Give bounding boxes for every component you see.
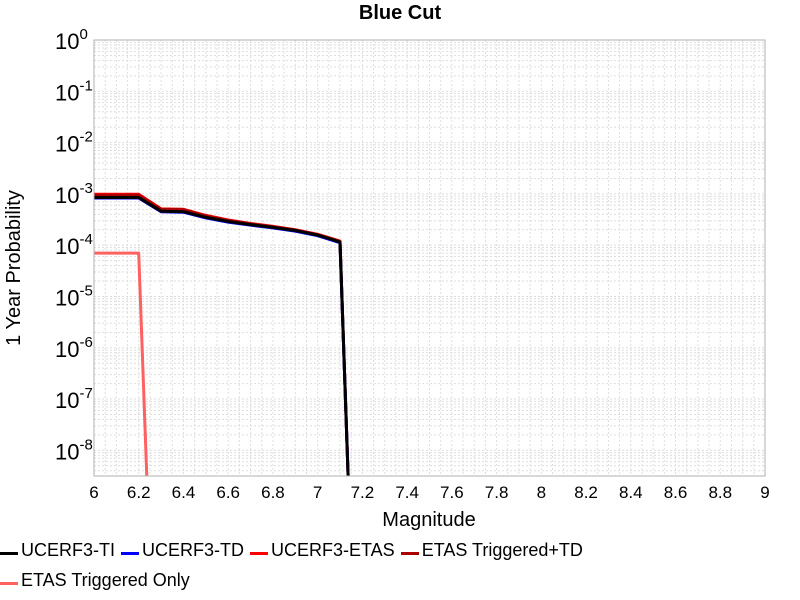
x-axis-ticks: 6 6.2 6.4 6.6 6.8 7 7.2 7.4 7.6 7.8 8 8.2 8.4 8.6 8.8 9 — [89, 483, 769, 502]
y-tick-label: 10-8 — [55, 436, 93, 464]
y-axis-ticks: 100 10-1 10-2 10-3 10-4 10-5 10-6 10-7 10-8 — [55, 26, 93, 464]
x-tick-label: 7.6 — [440, 483, 464, 502]
x-tick-label: 6.6 — [216, 483, 240, 502]
legend-swatch — [121, 551, 139, 555]
x-tick-label: 8.8 — [708, 483, 732, 502]
legend-label: UCERF3-TI — [21, 539, 115, 560]
x-tick-label: 6.4 — [172, 483, 196, 502]
x-tick-label: 8 — [537, 483, 546, 502]
legend-swatch — [0, 581, 18, 585]
legend-item-ucerf3-td: UCERF3-TD — [121, 540, 244, 561]
plot-area — [93, 39, 766, 477]
legend-label: UCERF3-TD — [142, 539, 244, 560]
x-tick-label: 8.2 — [574, 483, 598, 502]
x-tick-label: 6.2 — [127, 483, 151, 502]
x-tick-label: 9 — [760, 483, 769, 502]
y-tick-label: 10-7 — [55, 385, 93, 413]
legend-label: ETAS Triggered+TD — [421, 539, 583, 560]
grid-lines — [93, 40, 766, 476]
series-line-etas-triggered-only — [94, 251, 149, 476]
y-tick-label: 10-2 — [55, 129, 93, 157]
y-tick-label: 10-6 — [55, 334, 93, 362]
legend-row: UCERF3-TI UCERF3-TD UCERF3-ETAS ETAS Tri… — [0, 538, 589, 562]
legend-row: ETAS Triggered Only — [0, 568, 196, 592]
x-tick-label: 7.2 — [351, 483, 375, 502]
x-tick-label: 7.4 — [395, 483, 419, 502]
legend-item-ucerf3-ti: UCERF3-TI — [0, 540, 115, 561]
y-tick-label: 100 — [55, 26, 88, 54]
x-axis-label: Magnitude — [382, 509, 475, 531]
legend-swatch — [400, 551, 419, 555]
legend-item-etas-triggered-only: ETAS Triggered Only — [0, 570, 190, 591]
x-tick-label: 8.6 — [664, 483, 688, 502]
chart-title: Blue Cut — [359, 2, 442, 24]
x-tick-label: 7.8 — [485, 483, 509, 502]
series-line-ucerf3-ti — [94, 196, 350, 476]
y-tick-label: 10-5 — [55, 282, 93, 310]
y-tick-label: 10-4 — [55, 231, 93, 259]
legend: UCERF3-TI UCERF3-TD UCERF3-ETAS ETAS Tri… — [0, 538, 800, 600]
x-tick-label: 6.8 — [261, 483, 285, 502]
x-tick-label: 7 — [313, 483, 322, 502]
legend-item-ucerf3-etas: UCERF3-ETAS — [250, 540, 395, 561]
x-tick-label: 6 — [89, 483, 98, 502]
y-tick-label: 10-1 — [55, 77, 93, 105]
legend-swatch — [0, 551, 18, 555]
legend-item-etas-triggered-td: ETAS Triggered+TD — [400, 539, 583, 561]
y-axis-label: 1 Year Probability — [3, 190, 25, 346]
series-lines — [94, 192, 350, 476]
x-tick-label: 8.4 — [619, 483, 643, 502]
legend-label: UCERF3-ETAS — [271, 539, 395, 560]
y-tick-label: 10-3 — [55, 180, 93, 208]
legend-label: ETAS Triggered Only — [21, 569, 190, 590]
legend-swatch — [250, 551, 268, 555]
